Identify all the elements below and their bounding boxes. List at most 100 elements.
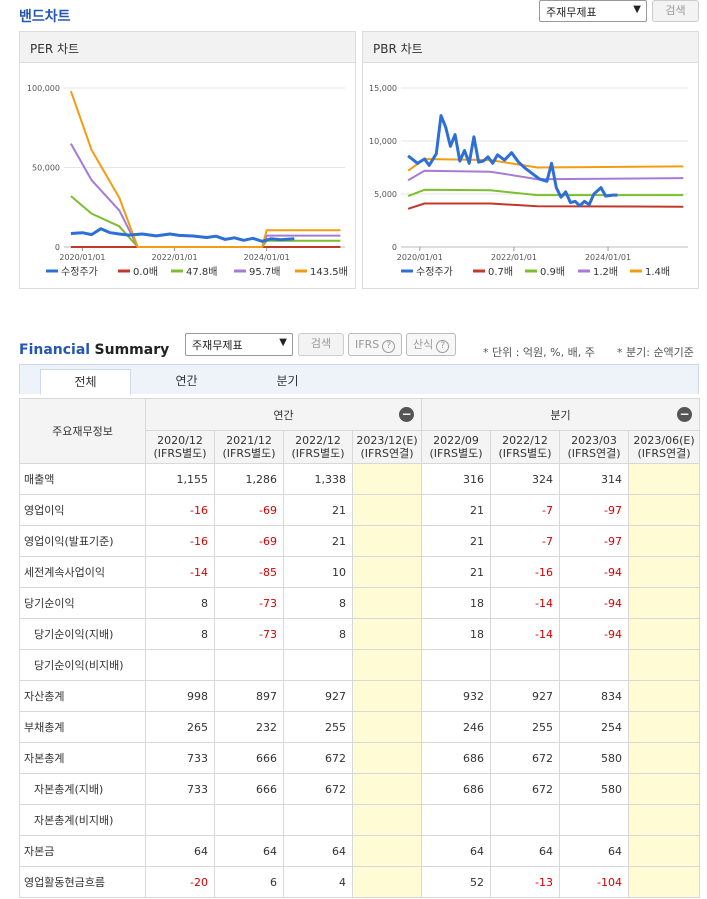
legend-label: 0.0배 (133, 266, 158, 278)
band-search-button[interactable]: 검색 (652, 0, 699, 22)
table-cell (352, 742, 422, 774)
tab-annual[interactable]: 연간 (175, 374, 198, 388)
period-date: 2023/12(E) (356, 434, 418, 447)
row-label: 자본금 (19, 835, 146, 867)
table-cell (352, 680, 422, 712)
table-cell: -73 (214, 587, 284, 619)
table-row: 자본총계 733 666 672 686 672 580 (19, 742, 700, 774)
period-basis: (IFRS연결) (360, 447, 414, 460)
table-row: 영업이익(발표기준) -16 -69 21 21 -7 -97 (19, 525, 700, 557)
table-cell: -69 (214, 494, 284, 526)
table-cell: -13 (490, 866, 560, 898)
summary-search-button[interactable]: 검색 (298, 333, 344, 356)
table-cell (490, 804, 560, 836)
table-cell (352, 835, 422, 867)
table-cell: 52 (421, 866, 491, 898)
table-cell: -14 (490, 587, 560, 619)
series-line-2 (70, 195, 341, 248)
legend-label: 0.7배 (488, 266, 513, 278)
table-cell: 64 (559, 835, 629, 867)
collapse-minus-icon[interactable]: − (399, 407, 414, 422)
formula-button[interactable]: 산식? (406, 333, 457, 356)
table-cell: -14 (490, 618, 560, 650)
table-cell: 8 (283, 618, 353, 650)
series-line-0 (70, 227, 295, 243)
row-label: 부채총계 (19, 711, 146, 743)
table-cell: 21 (283, 494, 353, 526)
ifrs-toggle-button[interactable]: IFRS? (348, 333, 403, 356)
y-tick-label: 5,000 (374, 190, 397, 199)
table-cell: -20 (145, 866, 215, 898)
chevron-down-icon: ▼ (279, 337, 287, 348)
tab-all[interactable]: 전체 (40, 369, 131, 395)
financial-summary-title-b: Summary (94, 342, 170, 358)
financial-summary-title: Financial Summary (19, 342, 169, 358)
table-cell: -97 (559, 525, 629, 557)
table-cell: 265 (145, 711, 215, 743)
collapse-minus-icon[interactable]: − (677, 407, 692, 422)
table-row: 자본총계(지배) 733 666 672 686 672 580 (19, 773, 700, 805)
period-basis: (IFRS연결) (567, 447, 621, 460)
row-label: 자본총계 (19, 742, 146, 774)
table-cell: -85 (214, 556, 284, 588)
legend-label: 95.7배 (249, 266, 280, 278)
table-cell: 64 (214, 835, 284, 867)
table-row: 당기순이익 8 -73 8 18 -14 -94 (19, 587, 700, 619)
table-cell: 255 (283, 711, 353, 743)
table-cell (421, 649, 491, 681)
legend-label: 0.9배 (540, 266, 565, 278)
table-cell (559, 804, 629, 836)
per-chart-panel: PER 차트 100,000 50,000 0 2020/01/01 2022/01/0… (19, 31, 356, 289)
table-cell: 232 (214, 711, 284, 743)
table-cell: 1,338 (283, 463, 353, 495)
table-cell: -7 (490, 494, 560, 526)
table-cell (628, 866, 700, 898)
table-cell: -97 (559, 494, 629, 526)
header-quarter-label: 분기 (550, 408, 571, 422)
table-cell: 18 (421, 618, 491, 650)
table-cell: 927 (490, 680, 560, 712)
financial-summary-title-a: Financial (19, 342, 91, 358)
x-tick-label: 2022/01/01 (152, 253, 198, 262)
period-date: 2022/09 (433, 434, 479, 447)
table-cell: 64 (283, 835, 353, 867)
table-cell: 254 (559, 711, 629, 743)
summary-statement-select[interactable]: 주재무제표 ▼ (185, 333, 293, 356)
table-row: 부채총계 265 232 255 246 255 254 (19, 711, 700, 743)
table-cell: 733 (145, 773, 215, 805)
ifrs-label: IFRS (355, 338, 380, 351)
table-cell: 316 (421, 463, 491, 495)
table-cell: 246 (421, 711, 491, 743)
table-cell: 672 (283, 773, 353, 805)
tab-quarterly[interactable]: 분기 (276, 374, 299, 388)
table-row: 자본금 64 64 64 64 64 64 (19, 835, 700, 867)
table-cell (352, 494, 422, 526)
y-tick-label: 0 (392, 243, 397, 252)
table-cell: 686 (421, 773, 491, 805)
legend-label: 수정주가 (416, 266, 453, 278)
table-cell: 64 (490, 835, 560, 867)
table-cell: 21 (421, 494, 491, 526)
table-cell (352, 556, 422, 588)
table-cell (628, 773, 700, 805)
table-cell (283, 804, 353, 836)
table-row: 세전계속사업이익 -14 -85 10 21 -16 -94 (19, 556, 700, 588)
table-cell: 666 (214, 742, 284, 774)
band-statement-select[interactable]: 주재무제표 ▼ (539, 0, 647, 22)
series-line-4 (69, 90, 341, 248)
period-date: 2023/03 (571, 434, 617, 447)
row-label: 당기순이익 (19, 587, 146, 619)
table-cell: 1,155 (145, 463, 215, 495)
row-label: 세전계속사업이익 (19, 556, 146, 588)
header-quarter-group: 분기 − (421, 398, 700, 431)
x-tick-label: 2024/01/01 (585, 253, 631, 262)
period-header: 2023/03 (IFRS연결) (559, 430, 629, 464)
table-cell (628, 835, 700, 867)
series-line-0 (407, 114, 618, 208)
period-date: 2023/06(E) (633, 434, 695, 447)
row-label: 영업이익 (19, 494, 146, 526)
row-label: 자본총계(비지배) (19, 804, 146, 836)
legend-label: 수정주가 (61, 266, 98, 278)
table-cell: 834 (559, 680, 629, 712)
table-cell (283, 649, 353, 681)
